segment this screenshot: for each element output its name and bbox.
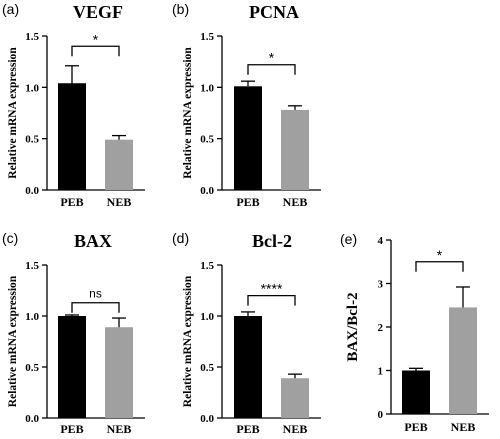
y-tick-label: 3 — [378, 279, 384, 291]
chart-panel-e: (e) BAX/Bcl-2 0 1 2 3 4 PEB NEB * — [340, 231, 489, 434]
x-category-label: NEB — [283, 422, 308, 436]
y-tick-label: 0.5 — [200, 362, 214, 374]
panel-letter: (d) — [172, 230, 189, 246]
y-tick-label: 0.0 — [200, 413, 214, 425]
significance-label: **** — [261, 281, 283, 297]
significance-label: * — [93, 31, 99, 47]
y-tick-label: 1.0 — [200, 311, 214, 323]
x-category-label: NEB — [107, 422, 132, 436]
significance-bracket — [415, 261, 464, 272]
y-tick-label: 0.5 — [25, 134, 39, 146]
x-category-label: PEB — [60, 422, 83, 436]
significance-label: * — [437, 247, 443, 263]
panel-letter: (c) — [2, 230, 18, 246]
panel-letter: (a) — [2, 1, 19, 17]
bar-peb — [58, 83, 86, 190]
x-category-label: PEB — [404, 420, 427, 434]
y-axis-label: Relative mRNA expression — [182, 275, 194, 407]
x-category-label: NEB — [451, 420, 476, 434]
x-category-label: NEB — [283, 195, 308, 209]
bar-neb — [281, 378, 309, 418]
chart-panel-b: (b) PCNA Relative mRNA expression 0.0 0.5 1.0… — [172, 1, 321, 209]
chart-panel-a: (a) VEGF Relative mRNA expression 0.0 0.5 1.0… — [2, 1, 145, 209]
significance-label: ns — [89, 287, 102, 301]
chart-title: Bcl-2 — [252, 231, 292, 251]
significance-bracket — [247, 64, 296, 75]
significance-bracket — [71, 302, 120, 313]
y-axis-label: Relative mRNA expression — [7, 47, 19, 179]
y-axis-label: BAX/Bcl-2 — [345, 292, 361, 361]
chart-panel-c: (c) BAX Relative mRNA expression 0.0 0.5 1.0 1… — [2, 230, 145, 436]
bar-neb — [105, 139, 133, 190]
y-axis-label: Relative mRNA expression — [7, 275, 19, 407]
y-tick-label: 1 — [378, 366, 384, 378]
y-tick-label: 1.0 — [25, 311, 39, 323]
y-tick-label: 0 — [378, 409, 384, 421]
y-tick-label: 1.0 — [200, 82, 214, 94]
y-tick-label: 1.5 — [200, 260, 214, 272]
significance-label: * — [269, 50, 275, 66]
significance-bracket — [71, 45, 120, 57]
y-tick-label: 0.5 — [200, 134, 214, 146]
y-tick-label: 1.5 — [200, 31, 214, 43]
x-category-label: PEB — [236, 422, 259, 436]
y-tick-label: 0.0 — [200, 185, 214, 197]
y-tick-label: 0.5 — [25, 362, 39, 374]
significance-bracket — [247, 294, 296, 306]
x-category-label: PEB — [60, 195, 83, 209]
x-category-label: PEB — [236, 195, 259, 209]
y-tick-label: 2 — [378, 322, 384, 334]
bar-peb — [58, 316, 86, 418]
y-tick-label: 1.0 — [25, 82, 39, 94]
chart-title: PCNA — [249, 2, 299, 22]
bar-peb — [234, 86, 262, 190]
y-axis-label: Relative mRNA expression — [182, 47, 194, 179]
panel-letter: (b) — [172, 1, 189, 17]
chart-title: BAX — [74, 231, 112, 251]
chart-panel-d: (d) Bcl-2 Relative mRNA expression 0.0 0.5 1.… — [172, 230, 321, 436]
y-tick-label: 1.5 — [25, 31, 39, 43]
bar-neb — [281, 109, 309, 190]
y-tick-label: 4 — [378, 235, 384, 247]
bar-neb — [449, 307, 477, 414]
chart-title: VEGF — [73, 2, 123, 22]
y-tick-label: 0.0 — [25, 413, 39, 425]
bar-peb — [402, 370, 430, 414]
panel-letter: (e) — [340, 231, 357, 247]
y-tick-label: 0.0 — [25, 185, 39, 197]
bar-neb — [105, 327, 133, 418]
bar-peb — [234, 316, 262, 418]
y-tick-label: 1.5 — [25, 260, 39, 272]
x-category-label: NEB — [107, 195, 132, 209]
